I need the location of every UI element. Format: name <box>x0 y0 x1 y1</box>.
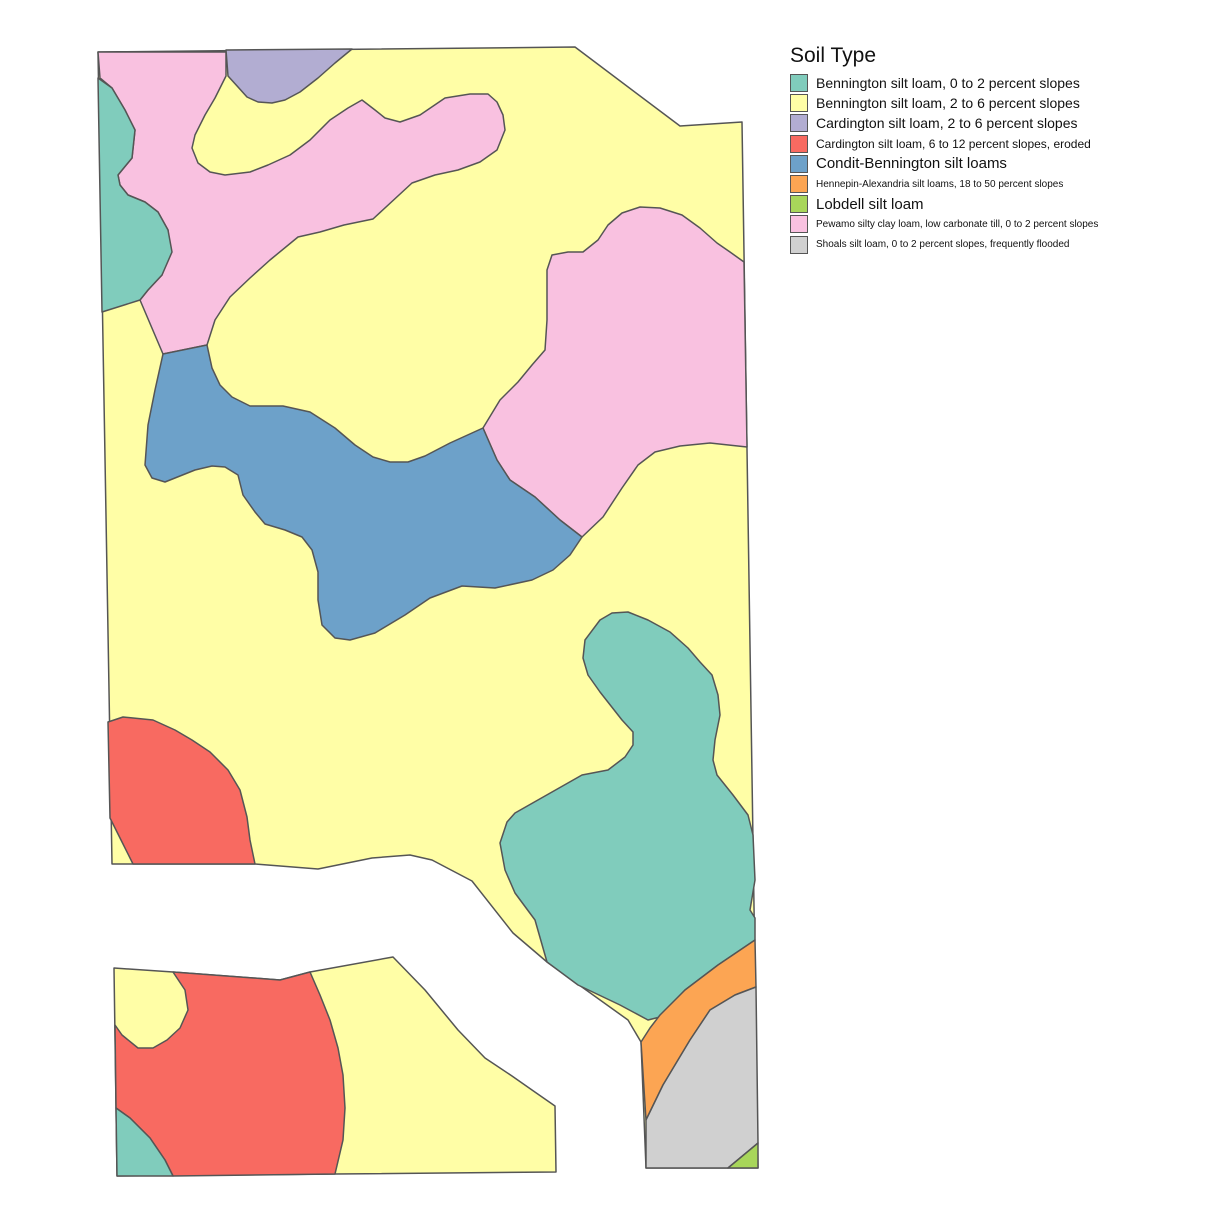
legend-swatch <box>790 215 808 234</box>
legend-label: Pewamo silty clay loam, low carbonate ti… <box>816 218 1099 230</box>
legend-item-pewamo: Pewamo silty clay loam, low carbonate ti… <box>790 214 1098 234</box>
legend-item-shoals: Shoals silt loam, 0 to 2 percent slopes,… <box>790 235 1098 255</box>
legend-label: Bennington silt loam, 2 to 6 percent slo… <box>816 95 1080 112</box>
legend-swatch <box>790 235 808 254</box>
legend-label: Lobdell silt loam <box>816 195 924 213</box>
legend-label: Cardington silt loam, 2 to 6 percent slo… <box>816 115 1078 132</box>
legend-title: Soil Type <box>790 44 876 67</box>
legend-swatch <box>790 195 808 214</box>
legend-label: Hennepin-Alexandria silt loams, 18 to 50… <box>816 178 1064 190</box>
legend-item-cardington-6-12: Cardington silt loam, 6 to 12 percent sl… <box>790 134 1098 154</box>
soil-polygon-bennington-0-2-west <box>97 77 173 313</box>
legend-swatch <box>790 114 808 133</box>
legend-label: Condit-Bennington silt loams <box>816 155 1007 173</box>
legend-label: Bennington silt loam, 0 to 2 percent slo… <box>816 75 1080 92</box>
legend-item-lobdell: Lobdell silt loam <box>790 194 1098 214</box>
soil-polygon-pewamo-east <box>482 206 748 538</box>
legend: Soil Type Bennington silt loam, 0 to 2 p… <box>790 44 1098 255</box>
legend-item-condit-bennington: Condit-Bennington silt loams <box>790 154 1098 174</box>
soil-polygon-lobdell <box>727 1142 759 1169</box>
legend-item-hennepin-alexandria: Hennepin-Alexandria silt loams, 18 to 50… <box>790 174 1098 194</box>
legend-swatch <box>790 134 808 153</box>
soil-polygon-bennington-0-2-east <box>499 611 756 1021</box>
soil-polygon-cardington-2-6 <box>225 48 353 104</box>
legend-swatch <box>790 74 808 93</box>
legend-swatch <box>790 175 808 194</box>
soil-polygon-cardington-6-12-northwest <box>107 716 256 865</box>
legend-label: Shoals silt loam, 0 to 2 percent slopes,… <box>816 239 1070 251</box>
soil-polygon-condit-bennington <box>144 344 583 641</box>
legend-item-bennington-0-2: Bennington silt loam, 0 to 2 percent slo… <box>790 73 1098 93</box>
soil-polygon-bennington-0-2-southwest <box>115 1107 174 1177</box>
legend-swatch <box>790 154 808 173</box>
legend-swatch <box>790 94 808 113</box>
legend-item-cardington-2-6: Cardington silt loam, 2 to 6 percent slo… <box>790 113 1098 133</box>
legend-label: Cardington silt loam, 6 to 12 percent sl… <box>816 136 1091 151</box>
legend-item-bennington-2-6: Bennington silt loam, 2 to 6 percent slo… <box>790 93 1098 113</box>
